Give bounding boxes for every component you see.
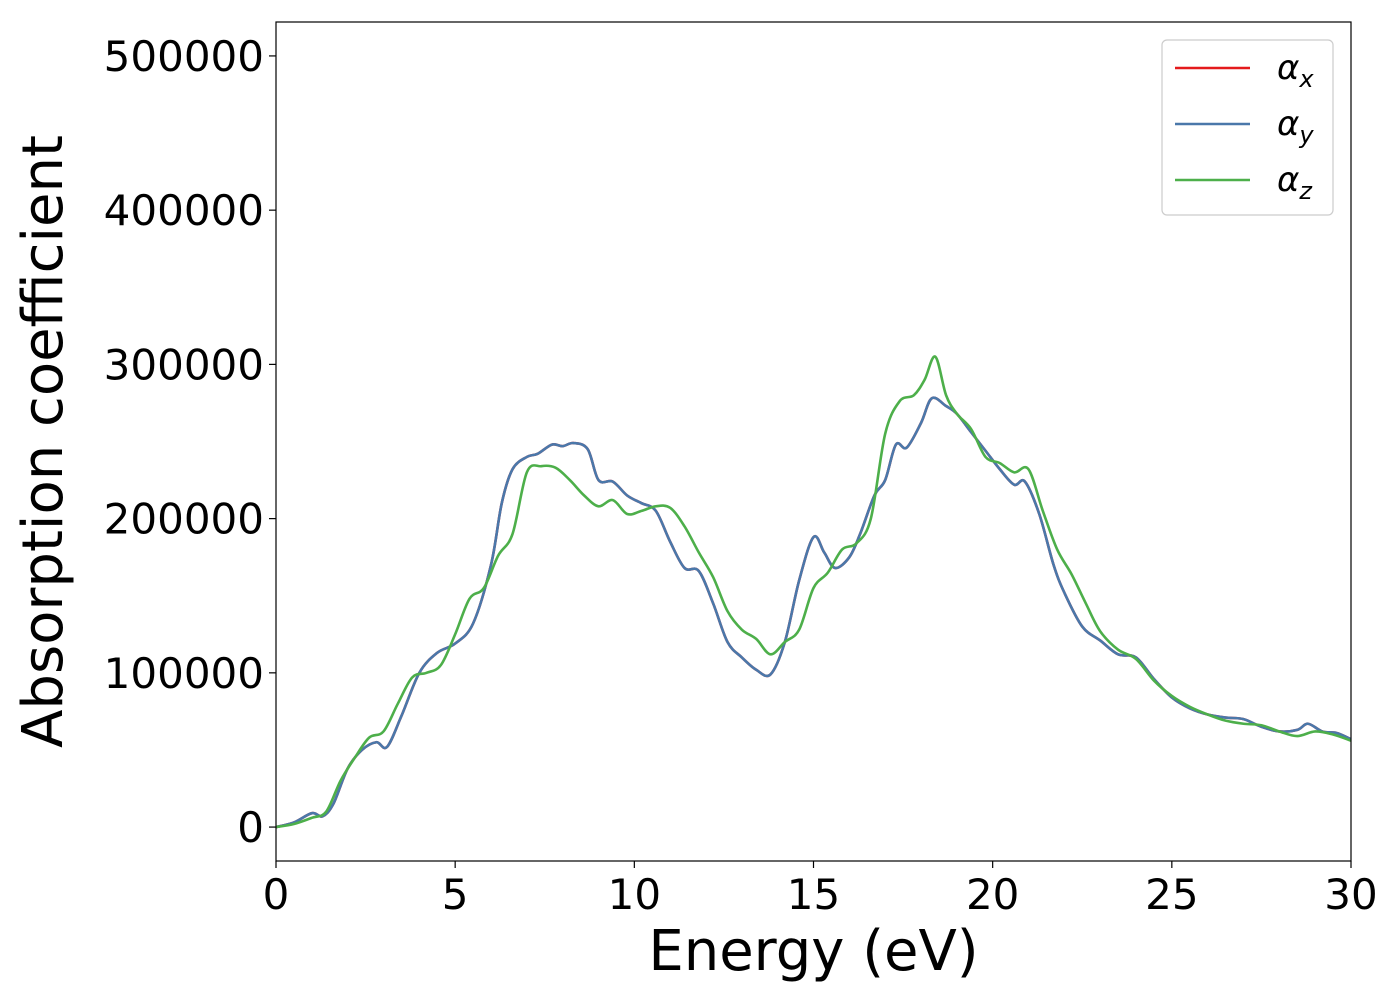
legend-label-alpha-z: αz	[1277, 160, 1313, 205]
legend-box	[1161, 39, 1334, 216]
y-tick-label: 100000	[104, 649, 264, 698]
legend-label-alpha-x: αx	[1277, 48, 1314, 93]
x-axis-label: Energy (eV)	[648, 919, 978, 984]
y-tick-label: 400000	[104, 186, 264, 235]
y-axis-ticks: 0 100000 200000 300000 400000 500000	[104, 32, 276, 852]
x-tick-label: 25	[1145, 870, 1198, 919]
y-tick-label: 200000	[104, 495, 264, 544]
y-tick-label: 0	[237, 803, 264, 852]
y-tick-label: 300000	[104, 340, 264, 389]
x-tick-label: 10	[608, 870, 661, 919]
legend: αx αy αz	[1161, 39, 1334, 216]
x-tick-label: 20	[966, 870, 1019, 919]
y-tick-label: 500000	[104, 32, 264, 81]
series-line-alpha-z	[276, 355, 1351, 829]
x-tick-label: 0	[263, 870, 290, 919]
x-tick-label: 15	[787, 870, 840, 919]
x-tick-label: 5	[442, 870, 469, 919]
x-tick-label: 30	[1324, 870, 1377, 919]
legend-label-alpha-y: αy	[1277, 104, 1314, 149]
y-axis-label: Absorption coefficient	[11, 135, 76, 748]
series-group	[276, 355, 1351, 829]
x-axis-ticks: 0 5 10 15 20 25 30	[263, 861, 1378, 919]
